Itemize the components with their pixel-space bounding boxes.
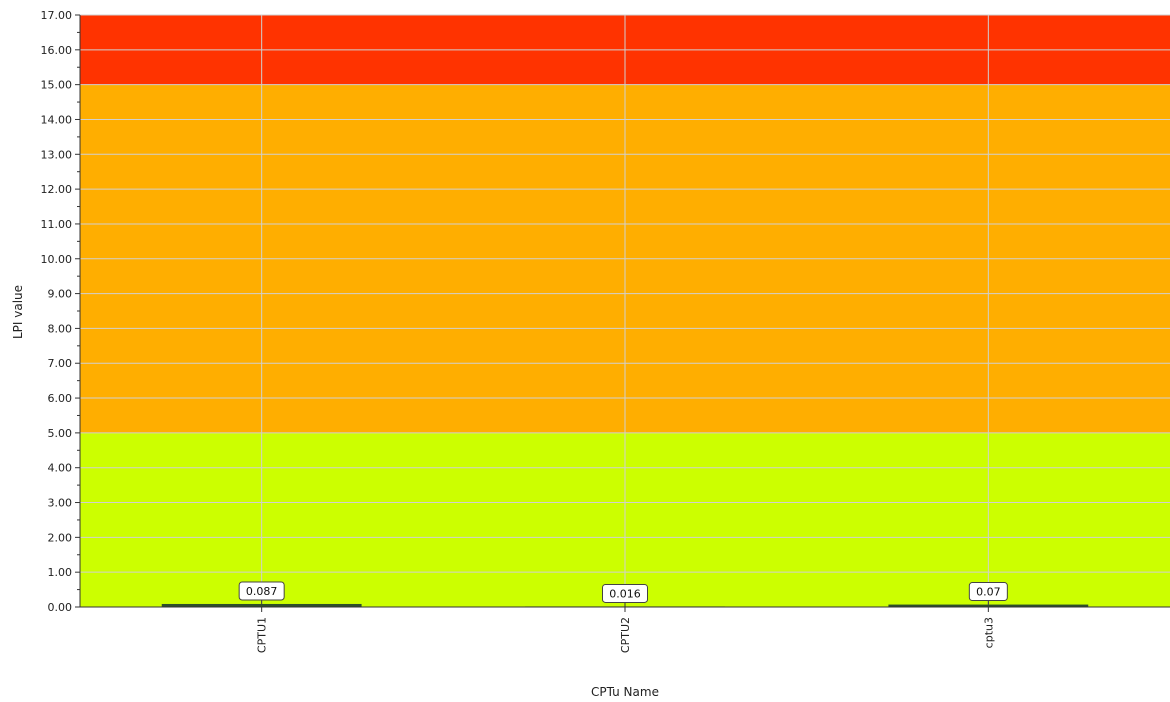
y-tick-label: 1.00	[48, 566, 73, 579]
bar-CPTU1	[161, 603, 362, 607]
y-tick-label: 12.00	[41, 183, 73, 196]
value-label-box	[602, 583, 648, 603]
x-axis: CPTU1 CPTU2 cptu3	[80, 606, 1170, 653]
y-tick-label: 8.00	[48, 322, 73, 335]
x-tick-label: cptu3	[982, 617, 995, 648]
y-tick-label: 4.00	[48, 462, 73, 475]
y-tick-label: 0.00	[48, 601, 73, 614]
y-tick-label: 11.00	[41, 218, 73, 231]
value-labels: 0.087 0.016 0.07	[238, 581, 1008, 607]
y-tick-label: 3.00	[48, 497, 73, 510]
y-tick-label: 15.00	[41, 79, 73, 92]
y-tick-label: 14.00	[41, 113, 73, 126]
x-axis-title: CPTu Name	[591, 685, 659, 699]
y-tick-label: 16.00	[41, 44, 73, 57]
y-tick-label: 2.00	[48, 531, 73, 544]
y-axis: 0.00 1.00 2.00 3.00 4.00 5.00 6.00 7.00 8.00 9.00…	[41, 9, 81, 614]
bar-cptu3	[888, 604, 1089, 607]
y-tick-label: 6.00	[48, 392, 73, 405]
y-tick-label: 5.00	[48, 427, 73, 440]
y-tick-label: 7.00	[48, 357, 73, 370]
x-tick-label: CPTU2	[619, 617, 632, 653]
value-label-box	[968, 582, 1008, 602]
value-label: 0.016	[609, 587, 641, 600]
value-label: 0.087	[246, 585, 278, 598]
grid-lines	[80, 14, 1170, 608]
y-tick-label: 13.00	[41, 148, 73, 161]
y-axis-title: LPI value	[11, 285, 25, 339]
y-tick-label: 10.00	[41, 253, 73, 266]
y-tick-label: 9.00	[48, 288, 73, 301]
x-tick-label: CPTU1	[256, 617, 269, 653]
y-tick-label: 17.00	[41, 9, 73, 22]
value-label: 0.07	[976, 586, 1001, 599]
value-label-box	[238, 581, 285, 601]
